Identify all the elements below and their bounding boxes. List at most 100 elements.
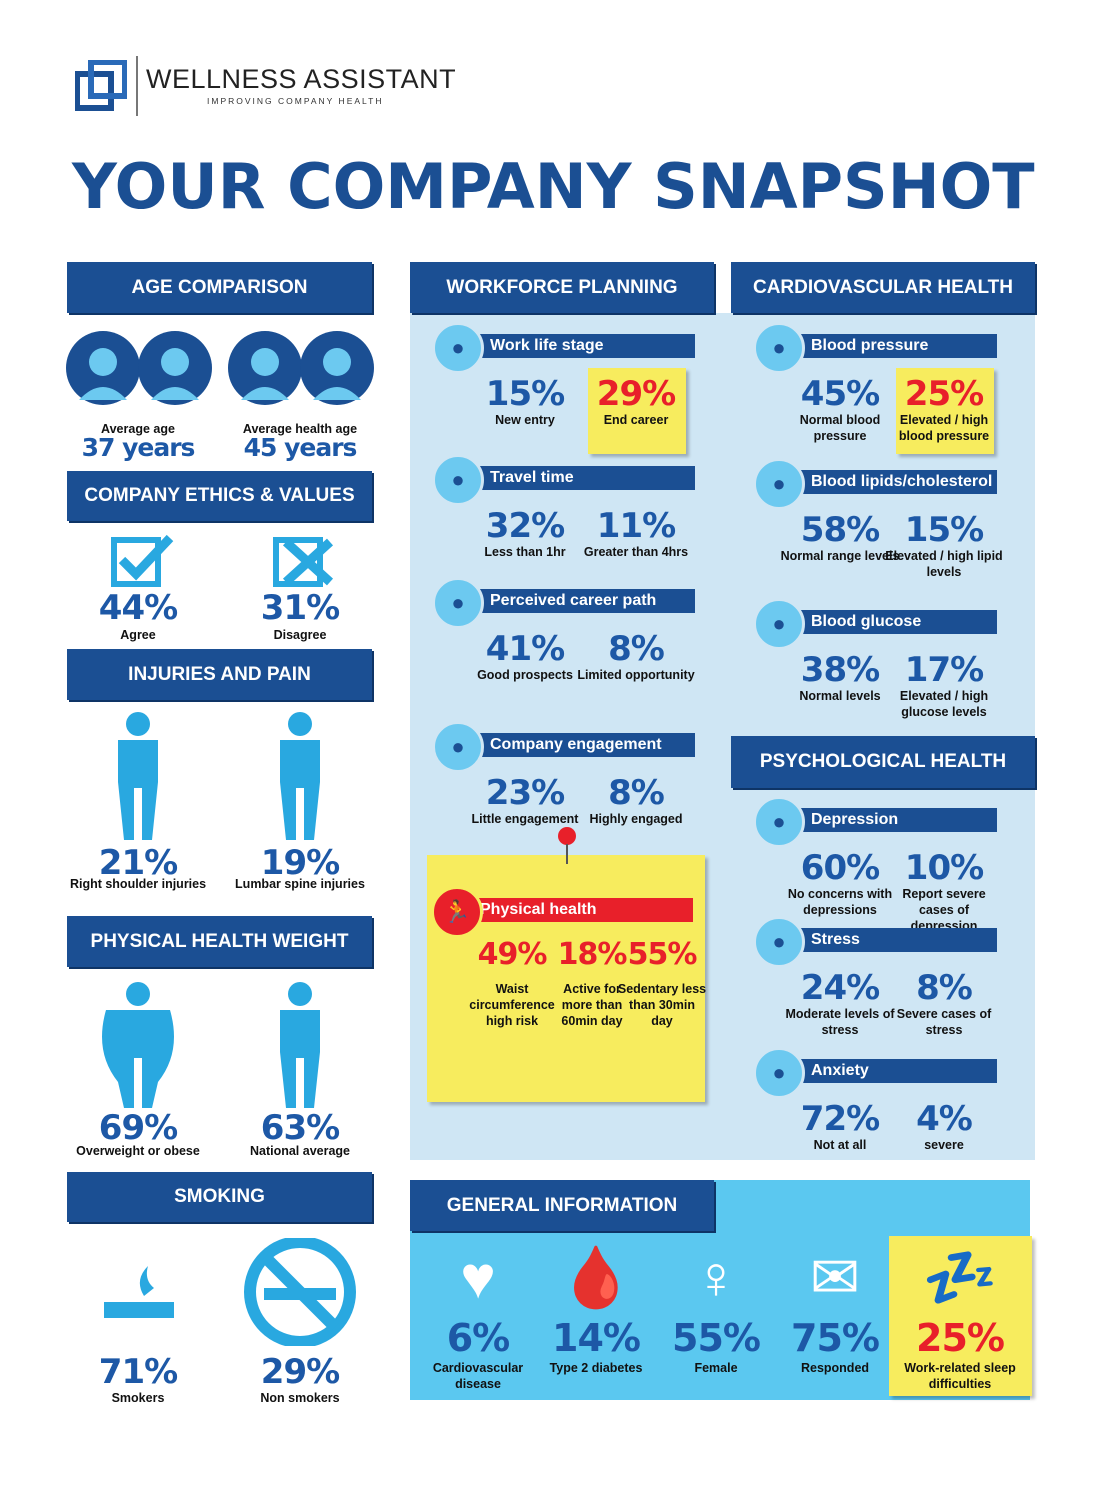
stat-label: Severe cases of stress [896, 1007, 992, 1037]
workforce-header: WORKFORCE PLANNING [410, 262, 714, 313]
ethics-label: Disagree [273, 628, 327, 642]
general-value: 14% [552, 1316, 641, 1360]
general-label: Type 2 diabetes [549, 1361, 643, 1375]
shoulder-injury-figure-icon [78, 712, 198, 840]
physical-stat-value: 49% [477, 937, 548, 972]
physical-stat-value: 18% [557, 937, 628, 972]
logo-divider [136, 56, 138, 116]
health-age-value: 45 years [243, 433, 358, 462]
injuries-label: Lumbar spine injuries [235, 877, 365, 891]
running-person-icon: 🏃 [431, 886, 483, 938]
age-label: Average age [101, 422, 175, 436]
stat-value: 32% [485, 506, 565, 546]
age-value: 37 years [81, 433, 196, 462]
injuries-value: 19% [260, 843, 340, 883]
checkbox-x-icon [240, 532, 360, 588]
stat-label: Elevated / high lipid levels [885, 549, 1003, 579]
group-title: Depression [791, 808, 997, 832]
stat-label: Elevated / high glucose levels [899, 689, 989, 719]
smoking-value: 29% [260, 1352, 340, 1392]
physical-stat-label: Sedentary less than 30min day [617, 982, 707, 1028]
stat-label: Elevated / high blood pressure [898, 413, 990, 443]
glucose-meter-icon: 🩸 [558, 1244, 634, 1311]
sleep-note [889, 1236, 1032, 1396]
people-avatars-icon [65, 330, 213, 406]
page-title: YOUR COMPANY SNAPSHOT [72, 150, 1035, 223]
highlight-note [588, 368, 686, 454]
heart-pulse-icon: ♥ [460, 1244, 496, 1311]
stressed-face-icon: ● [753, 916, 805, 968]
stat-label: Greater than 4hrs [583, 545, 689, 559]
airplane-icon: ● [432, 454, 484, 506]
general-value: 6% [446, 1316, 511, 1360]
cardio-header: CARDIOVASCULAR HEALTH [731, 262, 1035, 313]
group-title: Blood pressure [791, 334, 997, 358]
sad-face-icon: ● [753, 796, 805, 848]
stat-label: Limited opportunity [577, 668, 695, 682]
stat-value: 29% [596, 374, 676, 414]
stat-label: Report severe cases of depression [902, 887, 986, 933]
group-title: Anxiety [791, 1059, 997, 1083]
highlight-note [896, 368, 994, 454]
ethics-label: Agree [120, 628, 156, 642]
overweight-figure-icon [78, 982, 198, 1108]
weight-label: Overweight or obese [76, 1144, 200, 1158]
physical-stat-value: 55% [627, 937, 698, 972]
envelope-reply-icon: ✉ [809, 1244, 861, 1311]
stat-label: End career [603, 413, 669, 427]
cholesterol-icon: ● [753, 458, 805, 510]
stat-value: 23% [485, 773, 565, 813]
ethics-value: 44% [98, 588, 178, 628]
stat-label: Moderate levels of stress [785, 1007, 895, 1037]
stat-value: 45% [800, 374, 880, 414]
normal-figure-icon [240, 982, 360, 1108]
general-label: Female [694, 1361, 738, 1375]
people-avatars-icon [227, 330, 375, 406]
psych-header: PSYCHOLOGICAL HEALTH [731, 736, 1035, 788]
stat-label: New entry [495, 413, 555, 427]
stat-value: 17% [904, 650, 984, 690]
stat-label: Less than 1hr [484, 545, 566, 559]
pushpin-icon [556, 826, 578, 866]
general-value: 55% [672, 1316, 761, 1360]
group-title: Work life stage [470, 334, 695, 358]
group-title: Blood lipids/cholesterol [791, 470, 997, 494]
stat-value: 10% [904, 848, 984, 888]
cigarette-icon [78, 1238, 198, 1346]
stat-value: 25% [904, 374, 984, 414]
stat-value: 38% [800, 650, 880, 690]
stat-value: 8% [916, 968, 973, 1008]
no-smoking-icon [240, 1236, 360, 1348]
injuries-value: 21% [98, 843, 178, 883]
back-pain-figure-icon [240, 712, 360, 840]
stat-value: 15% [485, 374, 565, 414]
general-header: GENERAL INFORMATION [410, 1180, 714, 1231]
brand-name: WELLNESS ASSISTANT [146, 64, 457, 94]
group-title: Travel time [470, 466, 695, 490]
age-header: AGE COMPARISON [67, 262, 372, 313]
stat-label: severe [924, 1138, 964, 1152]
group-title: Stress [791, 928, 997, 952]
stat-label: Normal range levels [780, 549, 900, 563]
blood-drop-icon: ● [753, 598, 805, 650]
stat-label: Normal blood pressure [799, 413, 881, 443]
smoking-value: 71% [98, 1352, 178, 1392]
physical-stat-label: Active for more than 60min day [561, 982, 623, 1028]
stat-value: 60% [800, 848, 880, 888]
smoking-label: Smokers [111, 1391, 165, 1405]
weight-value: 63% [260, 1108, 340, 1148]
general-value: 75% [791, 1316, 880, 1360]
general-label: Responded [800, 1361, 870, 1375]
sleep-zz-icon: 💤 [922, 1244, 998, 1311]
weight-header: PHYSICAL HEALTH WEIGHT [67, 916, 372, 967]
stat-value: 8% [608, 773, 665, 813]
general-label: Work-related sleep difficulties [904, 1361, 1016, 1391]
stat-value: 4% [916, 1099, 973, 1139]
stat-label: Normal levels [799, 689, 881, 703]
smoking-label: Non smokers [260, 1391, 340, 1405]
stat-label: Good prospects [477, 668, 573, 682]
stat-value: 11% [596, 506, 676, 546]
stat-value: 72% [800, 1099, 880, 1139]
briefcase-icon: ● [432, 322, 484, 374]
stat-label: Not at all [813, 1138, 867, 1152]
